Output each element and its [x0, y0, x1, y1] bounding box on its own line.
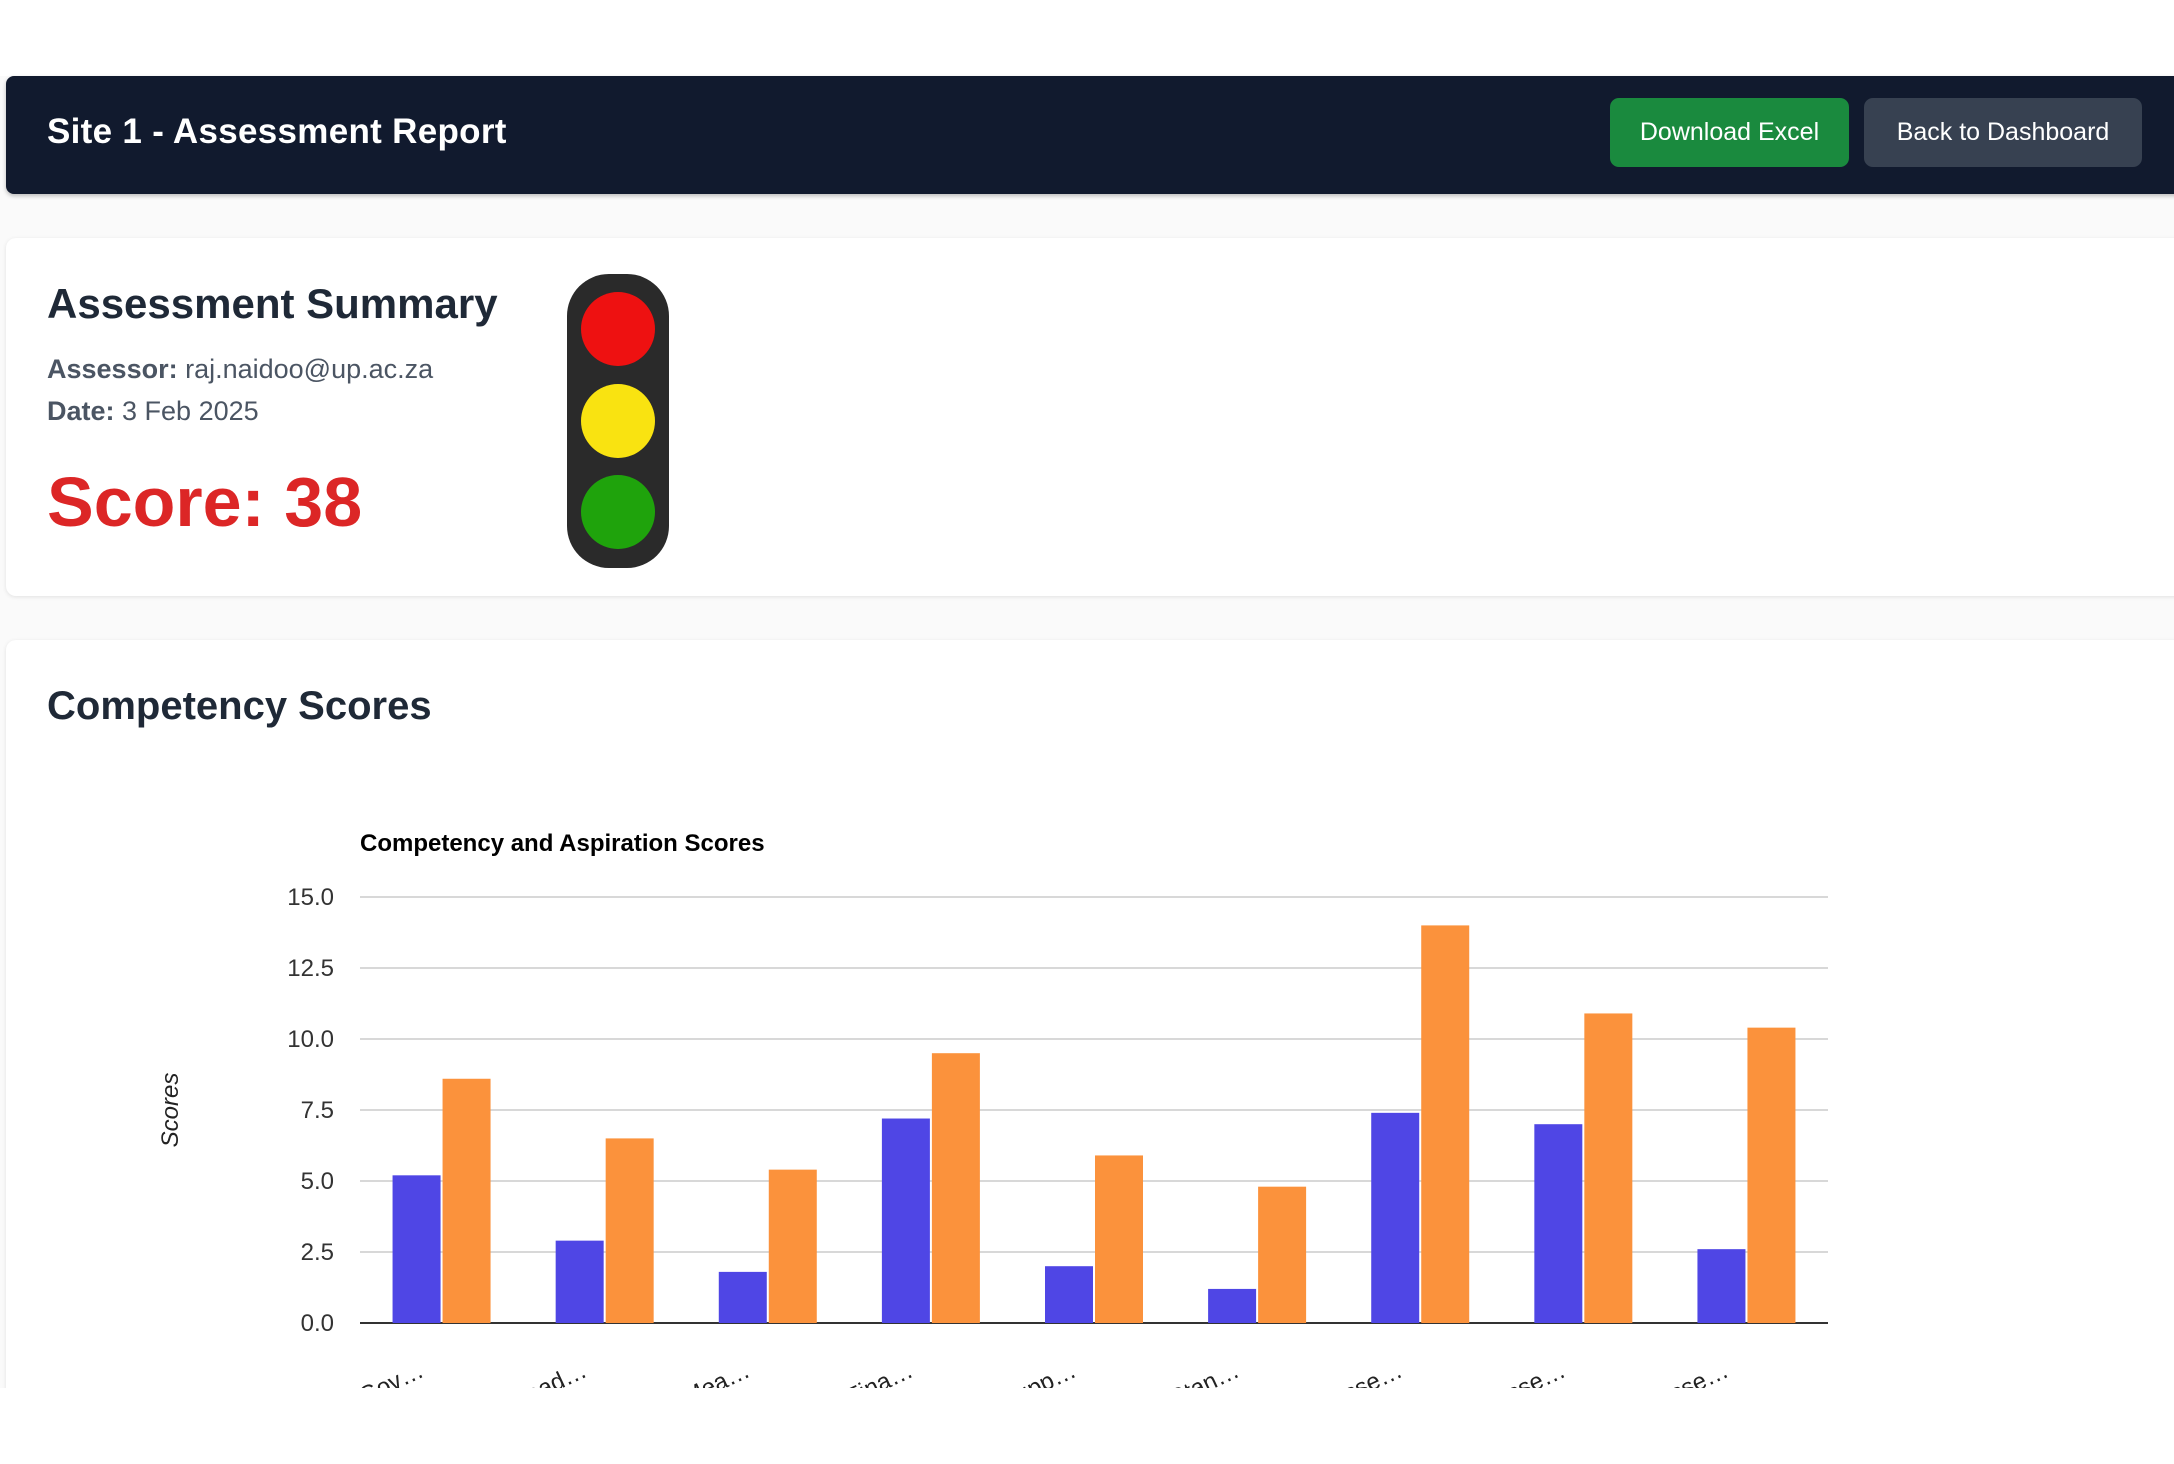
competency-bar[interactable] [1371, 1112, 1420, 1323]
competency-bar[interactable] [1045, 1266, 1093, 1323]
assessor-line: Assessor: raj.naidoo@up.ac.za [47, 354, 433, 385]
competency-bar[interactable] [1208, 1288, 1257, 1323]
y-tick-label: 12.5 [287, 955, 334, 982]
report-header: Site 1 - Assessment Report Download Exce… [6, 76, 2174, 194]
y-axis-label: Scores [157, 1073, 184, 1148]
competency-bar[interactable] [718, 1271, 767, 1323]
summary-title: Assessment Summary [47, 280, 498, 327]
y-tick-label: 7.5 [301, 1097, 334, 1124]
aspiration-bar[interactable] [1584, 1013, 1633, 1323]
back-to-dashboard-button[interactable]: Back to Dashboard [1864, 98, 2142, 167]
date-label: Date: [47, 396, 115, 426]
assessment-summary-card: Assessment Summary Assessor: raj.naidoo@… [6, 238, 2174, 596]
aspiration-bar[interactable] [1095, 1155, 1143, 1323]
assessor-label: Assessor: [47, 354, 178, 384]
competency-scores-card: Competency Scores Competency and Aspirat… [6, 640, 2174, 1400]
green-light [581, 475, 655, 549]
y-tick-label: 15.0 [287, 884, 334, 911]
score-value: Score: 38 [47, 463, 363, 541]
competency-bar[interactable] [1534, 1124, 1583, 1323]
y-tick-label: 10.0 [287, 1026, 334, 1053]
aspiration-bar[interactable] [1258, 1186, 1307, 1323]
red-light [581, 292, 655, 366]
aspiration-bar[interactable] [442, 1078, 491, 1323]
download-excel-button[interactable]: Download Excel [1610, 98, 1849, 167]
yellow-light [581, 384, 655, 458]
aspiration-bar[interactable] [1421, 925, 1470, 1323]
page-title: Site 1 - Assessment Report [47, 112, 507, 151]
competency-chart: Competency and Aspiration Scores Scores … [157, 830, 1828, 1400]
aspiration-bar[interactable] [605, 1138, 654, 1323]
date-line: Date: 3 Feb 2025 [47, 396, 259, 427]
chart-title: Competency and Aspiration Scores [360, 830, 765, 857]
aspiration-bar[interactable] [931, 1053, 980, 1323]
y-tick-label: 0.0 [301, 1310, 334, 1337]
competency-bar[interactable] [392, 1175, 441, 1323]
top-margin [0, 0, 2174, 76]
assessor-value: raj.naidoo@up.ac.za [185, 354, 434, 384]
competency-heading: Competency Scores [47, 684, 432, 728]
y-tick-label: 5.0 [301, 1168, 334, 1195]
y-tick-label: 2.5 [301, 1239, 334, 1266]
competency-bar[interactable] [881, 1118, 930, 1323]
aspiration-bar[interactable] [768, 1169, 817, 1323]
date-value: 3 Feb 2025 [122, 396, 259, 426]
competency-bar[interactable] [1697, 1249, 1746, 1323]
traffic-light-icon [567, 274, 669, 568]
competency-bar[interactable] [555, 1240, 604, 1323]
aspiration-bar[interactable] [1747, 1027, 1796, 1323]
bottom-margin [0, 1388, 2174, 1464]
